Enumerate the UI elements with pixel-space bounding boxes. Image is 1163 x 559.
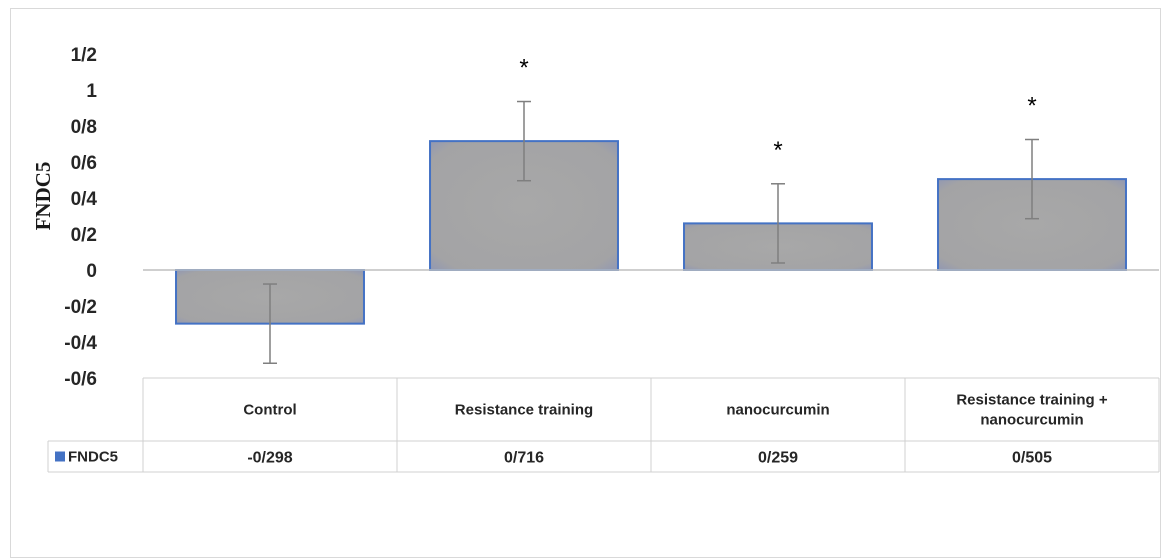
significance-marker: * (519, 55, 528, 82)
y-tick-label: 0/2 (71, 225, 97, 246)
y-tick-label: 1 (86, 81, 97, 102)
y-tick-label: 0/8 (71, 117, 97, 138)
y-tick-label: 0/6 (71, 153, 97, 174)
category-label: Resistance training + nanocurcumin (956, 392, 1108, 429)
y-tick-label: -0/6 (64, 369, 97, 390)
data-table-value: -0/298 (247, 450, 292, 467)
category-label: Control (243, 402, 296, 419)
y-tick-label: 1/2 (71, 45, 97, 66)
significance-marker: * (773, 137, 782, 164)
y-tick-label: -0/2 (64, 297, 97, 318)
data-table-value: 0/716 (504, 450, 544, 467)
category-label: Resistance training (455, 402, 593, 419)
significance-marker: * (1027, 93, 1036, 120)
y-tick-label: 0 (86, 261, 97, 282)
data-table-value: 0/505 (1012, 450, 1052, 467)
legend-swatch (55, 451, 65, 462)
y-tick-label: -0/4 (64, 333, 97, 354)
data-table-value: 0/259 (758, 450, 798, 467)
y-axis-label: FNDC5 (31, 162, 55, 231)
chart-frame (10, 8, 1161, 558)
legend-label: FNDC5 (68, 449, 118, 466)
category-label: nanocurcumin (726, 402, 829, 419)
y-tick-label: 0/4 (71, 189, 98, 210)
